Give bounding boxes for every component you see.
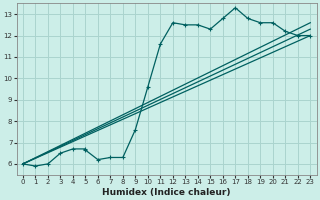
X-axis label: Humidex (Indice chaleur): Humidex (Indice chaleur)	[102, 188, 231, 197]
